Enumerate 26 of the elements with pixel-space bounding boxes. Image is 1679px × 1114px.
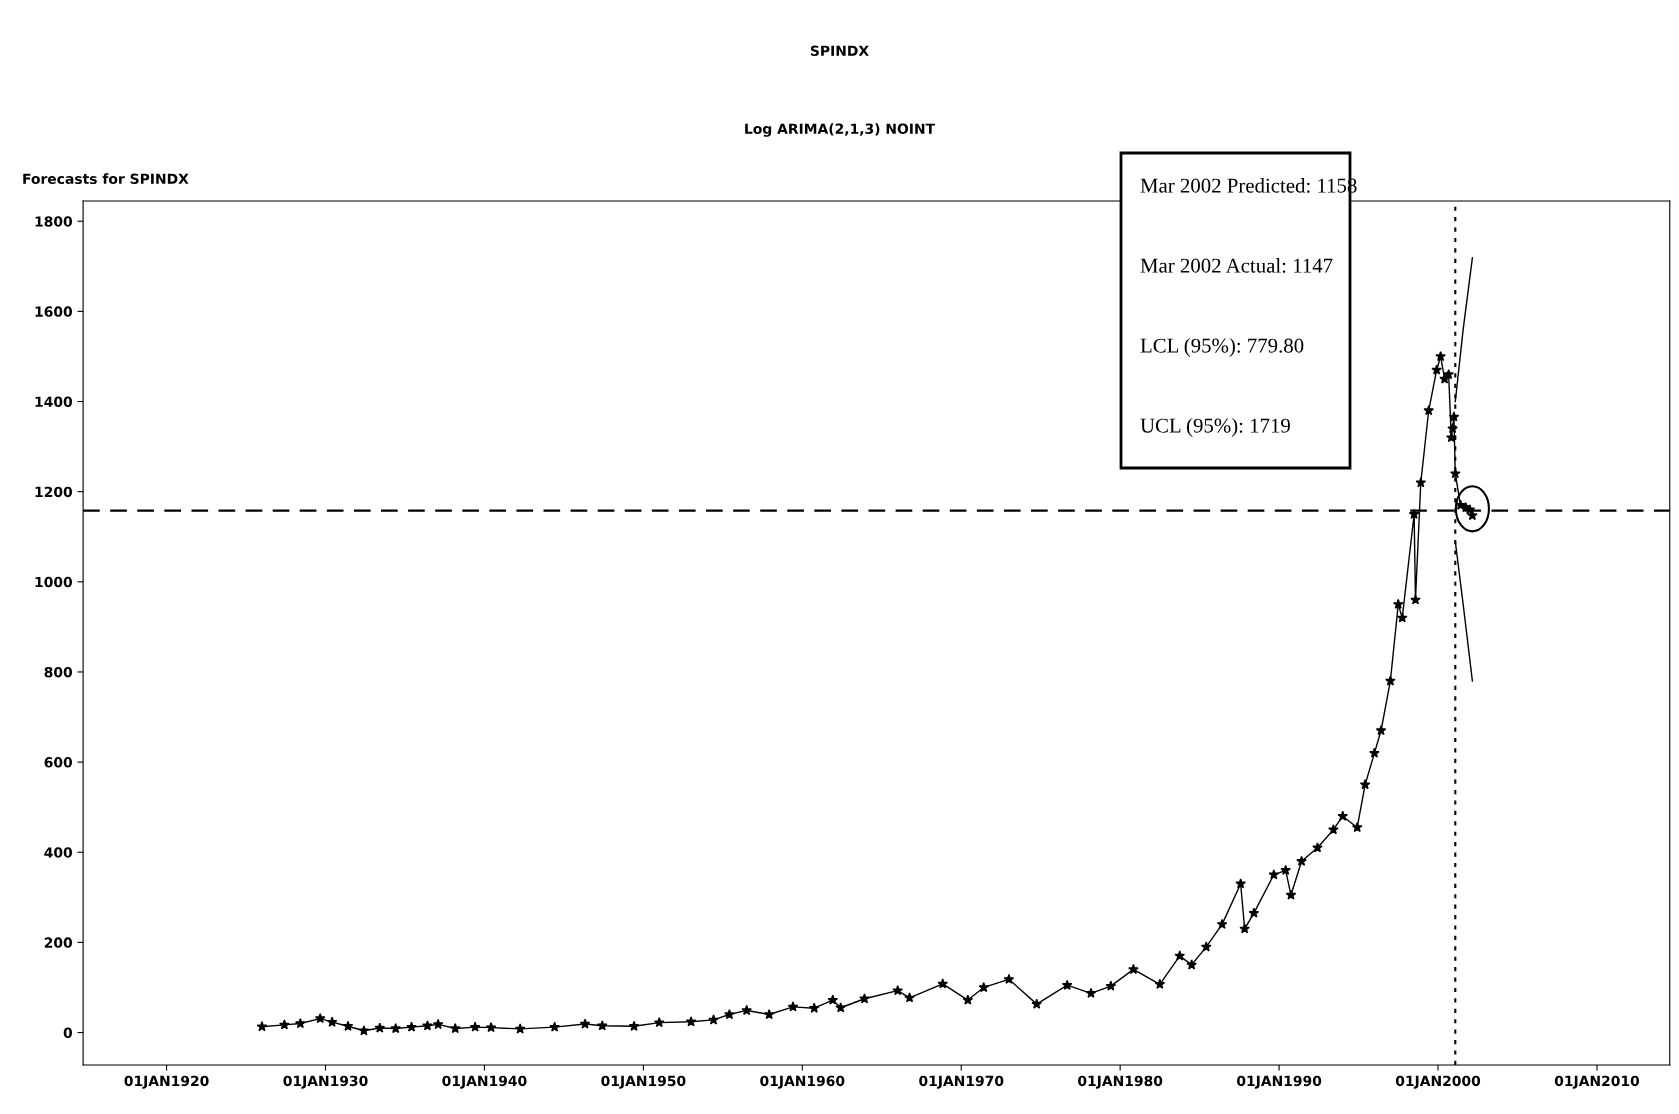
y-tick-label: 800: [44, 666, 73, 678]
y-tick-label: 0: [63, 1027, 73, 1039]
y-tick-label: 400: [44, 847, 73, 858]
x-tick-label: 01JAN1950: [601, 1075, 686, 1089]
chart-subtitle: Log ARIMA(2,1,3) NOINT: [745, 123, 935, 137]
y-tick-label: 1200: [35, 486, 73, 498]
x-tick-label: 01JAN1920: [124, 1075, 209, 1089]
y-tick-label: 1400: [35, 396, 73, 408]
x-tick-label: 01JAN1930: [283, 1075, 368, 1089]
x-tick-label: 01JAN2010: [1554, 1075, 1640, 1089]
annotation: LCL (95%): 779.80: [1140, 338, 1304, 357]
x-tick-label: 01JAN1990: [1237, 1075, 1322, 1089]
y-tick-label: 1000: [35, 576, 73, 588]
x-tick-label: 01JAN2000: [1395, 1075, 1481, 1089]
y-tick-label: 1800: [35, 216, 73, 227]
x-tick-label: 01JAN1960: [760, 1075, 845, 1089]
x-tick-label: 01JAN1980: [1078, 1075, 1163, 1089]
y-tick-label: 200: [44, 937, 73, 948]
x-tick-label: 01JAN1940: [442, 1075, 527, 1089]
x-tick-label: 01JAN1970: [919, 1075, 1004, 1089]
annotation: UCL (95%): 1719: [1140, 418, 1290, 437]
y-tick-label: 1600: [35, 306, 73, 317]
chart-title: SPINDX: [810, 45, 869, 57]
y-tick-label: 600: [44, 757, 73, 768]
y-axis-title: Forecasts for SPINDX: [23, 173, 189, 185]
annotation: Mar 2002 Actual: 1147: [1140, 258, 1333, 273]
